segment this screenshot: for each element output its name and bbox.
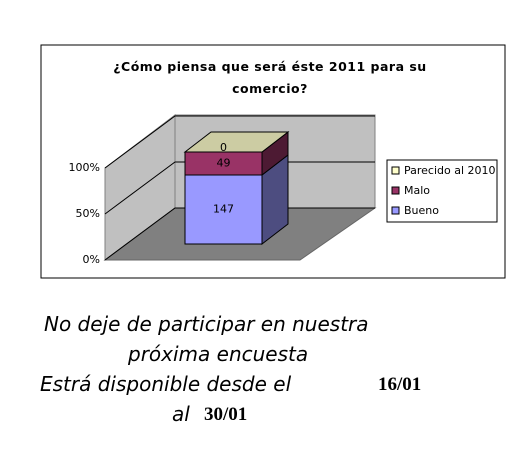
y-tick-label: 50% (76, 207, 100, 220)
legend-swatch (391, 166, 400, 175)
footer-date: 16/01 (378, 374, 422, 395)
footer-line: al (172, 402, 190, 426)
grid-line (104, 115, 375, 169)
grid-line (104, 207, 375, 261)
legend-label: Bueno (404, 204, 439, 217)
footer-line: próxima encuesta (128, 342, 309, 366)
chart-title: ¿Cómo piensa que será éste 2011 para su … (113, 59, 427, 96)
y-tick-label: 100% (69, 161, 100, 174)
legend (386, 159, 498, 223)
data-label: 49 (217, 157, 231, 170)
footer-line: No deje de participar en nuestra (44, 312, 369, 336)
legend-swatch (391, 206, 400, 215)
footer-date: 30/01 (204, 404, 248, 425)
grid-line (104, 161, 375, 215)
legend-swatch (391, 186, 400, 195)
data-label: 147 (213, 203, 234, 216)
legend-label: Malo (404, 184, 430, 197)
data-label: 0 (220, 141, 227, 154)
bar-segment (184, 174, 263, 245)
legend-label: Parecido al 2010 (404, 164, 496, 177)
bar-top (183, 131, 290, 153)
footer-line: Estrá disponible desde el (40, 372, 292, 396)
y-tick-label: 0% (83, 253, 100, 266)
